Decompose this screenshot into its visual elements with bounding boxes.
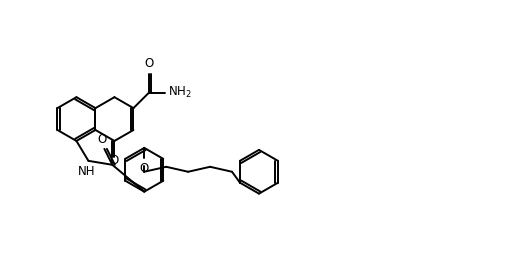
Text: NH: NH	[78, 165, 95, 178]
Text: O: O	[110, 154, 119, 167]
Text: O: O	[139, 162, 149, 175]
Text: O: O	[98, 133, 107, 146]
Text: NH$_2$: NH$_2$	[169, 85, 192, 100]
Text: O: O	[144, 57, 154, 70]
